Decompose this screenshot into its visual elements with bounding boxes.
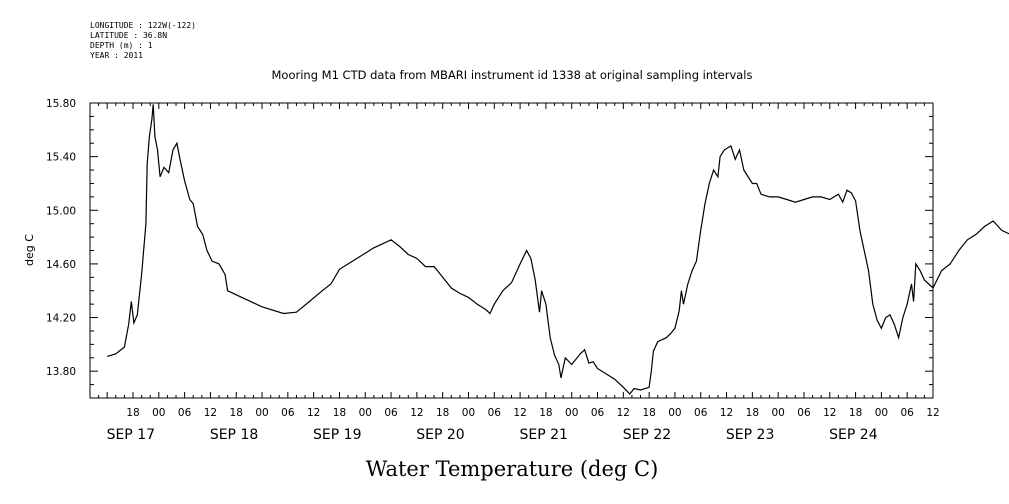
x-hour-label: 12: [204, 407, 217, 419]
x-hour-label: 06: [901, 407, 915, 419]
chart-title: Mooring M1 CTD data from MBARI instrumen…: [272, 68, 753, 82]
x-hour-label: 18: [436, 407, 449, 419]
x-hour-label: 06: [488, 407, 502, 419]
x-date-label: SEP 23: [726, 427, 774, 443]
axis-ticks: [90, 103, 933, 398]
x-hour-label: 12: [513, 407, 526, 419]
x-hour-label: 12: [720, 407, 733, 419]
longitude-text: LONGITUDE : 122W(-122): [90, 21, 196, 30]
x-hour-label: 18: [333, 407, 346, 419]
x-hour-label: 12: [823, 407, 836, 419]
x-date-label: SEP 17: [107, 427, 155, 443]
x-hour-label: 18: [126, 407, 139, 419]
x-date-label: SEP 19: [313, 427, 361, 443]
x-hour-label: 06: [797, 407, 811, 419]
temperature-series-line: [107, 104, 1009, 395]
x-hour-label: 12: [307, 407, 320, 419]
y-tick-label: 13.80: [46, 366, 76, 378]
x-hour-label: 00: [255, 407, 268, 419]
x-hour-label: 18: [642, 407, 655, 419]
x-hour-label: 00: [462, 407, 475, 419]
x-hour-label: 06: [178, 407, 192, 419]
y-tick-label: 15.40: [46, 152, 76, 164]
x-date-label: SEP 21: [519, 427, 567, 443]
x-hour-label: 00: [875, 407, 888, 419]
x-hour-label: 12: [617, 407, 630, 419]
x-hour-label: 12: [926, 407, 939, 419]
x-hour-label: 18: [539, 407, 552, 419]
x-hour-label: 00: [565, 407, 578, 419]
x-date-label: SEP 18: [210, 427, 258, 443]
x-hour-label: 00: [359, 407, 372, 419]
x-hour-label: 06: [591, 407, 605, 419]
x-hour-label: 06: [694, 407, 708, 419]
x-date-label: SEP 24: [829, 427, 878, 443]
x-hour-label: 18: [849, 407, 862, 419]
x-hour-label: 00: [668, 407, 681, 419]
x-hour-label: 06: [384, 407, 398, 419]
x-hour-label: 12: [410, 407, 423, 419]
y-tick-labels: 13.80 14.20 14.60 15.00 15.40 15.80: [46, 98, 76, 378]
x-axis-label: Water Temperature (deg C): [366, 457, 659, 481]
latitude-text: LATITUDE : 36.8N: [90, 31, 168, 40]
x-hour-label: 18: [746, 407, 759, 419]
x-hour-label: 06: [281, 407, 295, 419]
x-date-label: SEP 20: [416, 427, 464, 443]
x-hour-label: 18: [230, 407, 243, 419]
depth-text: DEPTH (m) : 1: [90, 41, 153, 50]
metadata-block: LONGITUDE : 122W(-122) LATITUDE : 36.8N …: [90, 21, 196, 61]
y-tick-label: 15.80: [46, 98, 76, 110]
x-tick-labels: 18 00 06 12 18 00 06 12 18 00 06 12 18 00 06 12 18 00 06 12…: [107, 407, 940, 443]
year-text: YEAR : 2011: [90, 51, 143, 60]
x-hour-label: 00: [152, 407, 165, 419]
y-tick-label: 15.00: [46, 205, 76, 217]
y-axis-label: deg C: [23, 234, 36, 266]
y-tick-label: 14.20: [46, 313, 76, 325]
plot-frame: [89, 102, 934, 399]
x-hour-label: 00: [771, 407, 784, 419]
x-date-label: SEP 22: [623, 427, 671, 443]
y-tick-label: 14.60: [46, 259, 76, 271]
